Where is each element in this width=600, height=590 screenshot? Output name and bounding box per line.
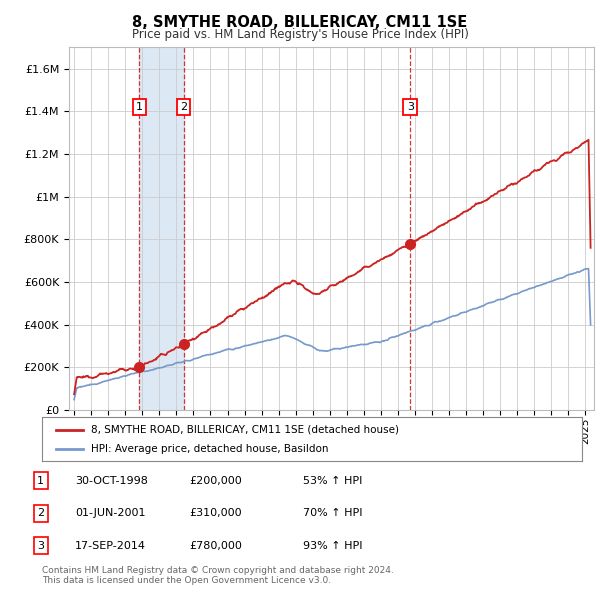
Text: 8, SMYTHE ROAD, BILLERICAY, CM11 1SE (detached house): 8, SMYTHE ROAD, BILLERICAY, CM11 1SE (de… [91, 425, 398, 434]
Text: HPI: Average price, detached house, Basildon: HPI: Average price, detached house, Basi… [91, 444, 328, 454]
Text: 3: 3 [407, 102, 414, 112]
Text: 70% ↑ HPI: 70% ↑ HPI [303, 509, 362, 518]
Text: 93% ↑ HPI: 93% ↑ HPI [303, 541, 362, 550]
Text: 30-OCT-1998: 30-OCT-1998 [75, 476, 148, 486]
Text: £780,000: £780,000 [189, 541, 242, 550]
Text: Price paid vs. HM Land Registry's House Price Index (HPI): Price paid vs. HM Land Registry's House … [131, 28, 469, 41]
Text: £200,000: £200,000 [189, 476, 242, 486]
Text: 17-SEP-2014: 17-SEP-2014 [75, 541, 146, 550]
Bar [139, 47, 184, 410]
Text: 2: 2 [180, 102, 187, 112]
Text: 2: 2 [37, 509, 44, 518]
Text: 8, SMYTHE ROAD, BILLERICAY, CM11 1SE: 8, SMYTHE ROAD, BILLERICAY, CM11 1SE [133, 15, 467, 30]
Text: 53% ↑ HPI: 53% ↑ HPI [303, 476, 362, 486]
Text: 1: 1 [37, 476, 44, 486]
Text: Contains HM Land Registry data © Crown copyright and database right 2024.
This d: Contains HM Land Registry data © Crown c… [42, 566, 394, 585]
Text: 3: 3 [37, 541, 44, 550]
Text: £310,000: £310,000 [189, 509, 242, 518]
Text: 1: 1 [136, 102, 143, 112]
Text: 01-JUN-2001: 01-JUN-2001 [75, 509, 146, 518]
